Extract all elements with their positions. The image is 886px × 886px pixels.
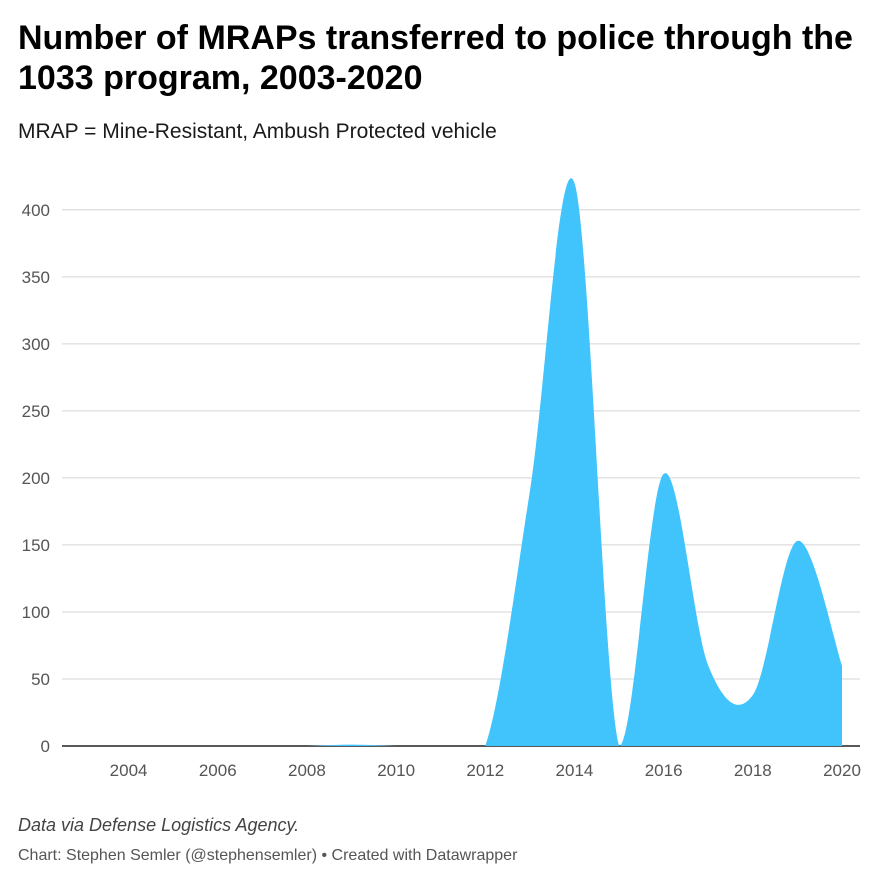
x-tick-label: 2006 <box>199 761 237 780</box>
y-tick-label: 400 <box>22 201 50 220</box>
y-tick-label: 50 <box>31 670 50 689</box>
y-tick-label: 150 <box>22 536 50 555</box>
area-series <box>84 178 842 746</box>
y-tick-label: 200 <box>22 469 50 488</box>
x-tick-label: 2018 <box>734 761 772 780</box>
x-tick-label: 2008 <box>288 761 326 780</box>
x-tick-label: 2016 <box>645 761 683 780</box>
y-tick-label: 350 <box>22 268 50 287</box>
area-chart: 0 50 100 150 200 250 300 350 400 2004 2006 2008 201… <box>22 178 861 780</box>
x-tick-label: 2020 <box>823 761 861 780</box>
x-tick-label: 2012 <box>466 761 504 780</box>
area-fill <box>84 178 842 746</box>
y-tick-label: 250 <box>22 402 50 421</box>
x-tick-label: 2004 <box>110 761 148 780</box>
x-tick-label: 2014 <box>556 761 594 780</box>
y-tick-label: 100 <box>22 603 50 622</box>
chart-byline: Chart: Stephen Semler (@stephensemler) •… <box>18 847 518 864</box>
y-tick-label: 300 <box>22 335 50 354</box>
y-tick-label: 0 <box>41 737 50 756</box>
gridlines <box>62 209 860 747</box>
y-axis-ticks: 0 50 100 150 200 250 300 350 400 <box>22 201 50 756</box>
chart-subtitle: MRAP = Mine-Resistant, Ambush Protected … <box>18 120 497 143</box>
chart-title: Number of MRAPs transferred to police th… <box>18 19 853 97</box>
chart-notes: Data via Defense Logistics Agency. <box>18 815 300 835</box>
x-axis-ticks: 2004 2006 2008 2010 2012 2014 2016 2018 2020 <box>110 761 861 780</box>
x-tick-label: 2010 <box>377 761 415 780</box>
